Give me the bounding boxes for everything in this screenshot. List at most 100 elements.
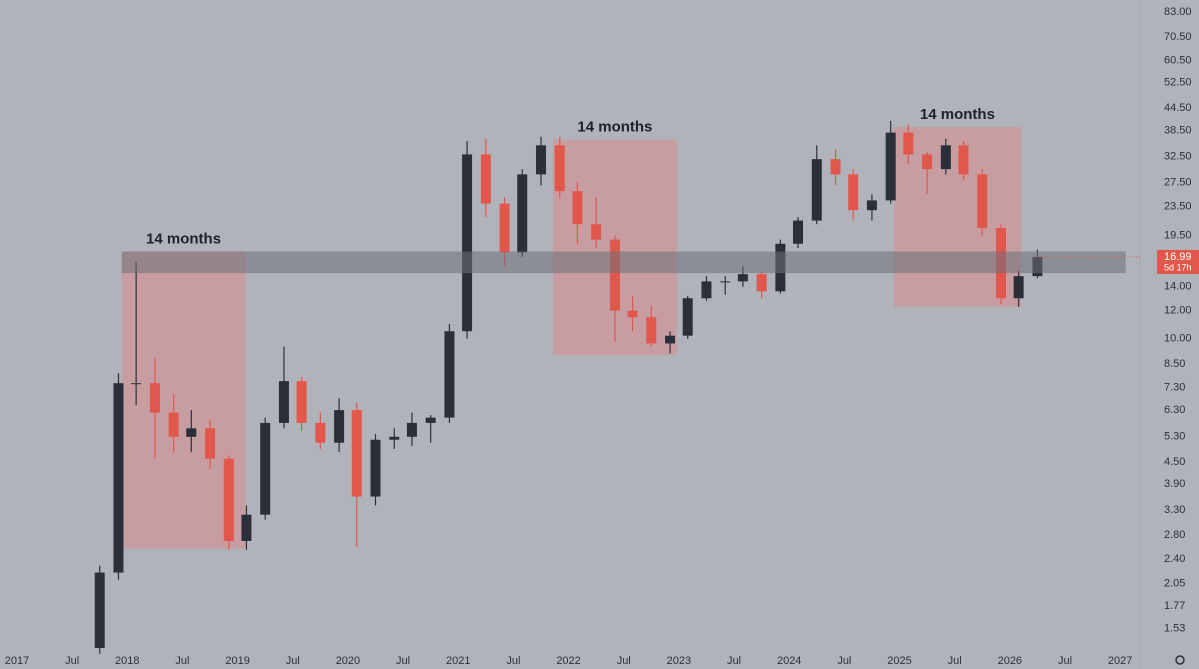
candle-body (720, 281, 731, 283)
candle-body (591, 224, 602, 240)
candle-body (977, 174, 988, 228)
x-tick-label: 2026 (998, 655, 1022, 667)
zone-label: 14 months (577, 119, 652, 136)
candle-body (665, 335, 676, 344)
countdown: 5d 17h (1164, 262, 1192, 272)
x-tick-label: Jul (286, 655, 300, 667)
y-tick-label: 5.30 (1164, 431, 1185, 443)
y-tick-label: 70.50 (1164, 31, 1192, 43)
x-tick-label: Jul (1058, 655, 1072, 667)
candle-body (113, 383, 124, 573)
candle-body (922, 154, 933, 170)
candle-body (682, 298, 693, 336)
candle-body (866, 200, 877, 211)
candle-body (315, 422, 326, 443)
candle-body (149, 383, 160, 413)
candle-body (462, 154, 473, 332)
y-tick-label: 2.05 (1164, 577, 1185, 589)
zone-label: 14 months (146, 230, 221, 247)
y-tick-label: 44.50 (1164, 102, 1192, 114)
y-tick-label: 19.50 (1164, 230, 1192, 242)
candle-body (186, 428, 197, 437)
y-tick-label: 23.50 (1164, 201, 1192, 213)
candle-body (241, 514, 252, 541)
y-tick-label: 52.50 (1164, 77, 1192, 89)
candle-body (131, 383, 142, 385)
x-tick-label: 2023 (667, 655, 691, 667)
candle-body (701, 281, 712, 299)
x-tick-label: Jul (175, 655, 189, 667)
price-tag (1157, 250, 1199, 274)
y-tick-label: 10.00 (1164, 333, 1192, 345)
x-tick-label: 2017 (5, 655, 29, 667)
resistance-band (121, 251, 1126, 274)
x-tick-label: Jul (727, 655, 741, 667)
x-tick-label: Jul (396, 655, 410, 667)
candle-body (499, 203, 510, 253)
x-tick-label: 2018 (115, 655, 139, 667)
candle-body (444, 331, 455, 418)
y-tick-label: 6.30 (1164, 404, 1185, 416)
candle-body (370, 439, 381, 497)
candle-body (389, 436, 400, 440)
labels: 83.00 70.50 60.50 52.50 44.50 38.50 32.50 27.50… (5, 6, 1192, 667)
candle-body (1013, 276, 1024, 299)
candle-body (517, 174, 528, 253)
candle-body (609, 239, 620, 311)
y-tick-label: 1.53 (1164, 623, 1185, 635)
y-tick-label: 12.00 (1164, 305, 1192, 317)
y-tick-label: 83.00 (1164, 6, 1192, 18)
x-tick-label: Jul (948, 655, 962, 667)
candles (94, 120, 1140, 654)
candle-body (351, 410, 362, 497)
candle-body (334, 410, 345, 443)
candle-body (811, 159, 822, 221)
candle-body (296, 381, 307, 423)
x-tick-label: 2024 (777, 655, 801, 667)
x-tick-label: 2019 (225, 655, 249, 667)
candle-body (627, 310, 638, 318)
candle-body (535, 145, 546, 175)
y-tick-label: 14.00 (1164, 281, 1192, 293)
candle-body (278, 381, 289, 423)
candle-body (572, 191, 583, 225)
last-price: 16.99 (1164, 251, 1192, 263)
x-tick-label: 2027 (1108, 655, 1132, 667)
candle-body (885, 132, 896, 201)
candle-body (425, 417, 436, 423)
y-tick-label: 4.50 (1164, 456, 1185, 468)
candle-body (793, 220, 804, 244)
x-tick-label: 2022 (556, 655, 580, 667)
y-tick-label: 27.50 (1164, 176, 1192, 188)
candle-body (940, 145, 951, 170)
x-tick-label: Jul (506, 655, 520, 667)
candle-body (848, 174, 859, 211)
y-tick-label: 7.30 (1164, 381, 1185, 393)
x-tick-label: Jul (837, 655, 851, 667)
zone-label: 14 months (920, 106, 995, 123)
settings-icon[interactable] (1175, 655, 1185, 665)
x-tick-label: 2025 (887, 655, 911, 667)
candle-body (554, 145, 565, 192)
candle-body (756, 274, 767, 292)
candle-body (903, 132, 914, 155)
candle-body (646, 317, 657, 344)
candle-body (223, 458, 234, 541)
y-tick-label: 1.77 (1164, 600, 1185, 612)
y-tick-label: 3.30 (1164, 504, 1185, 516)
candle-body (480, 154, 491, 204)
y-tick-label: 38.50 (1164, 125, 1192, 137)
candle-body (737, 274, 748, 282)
candle-body (94, 572, 105, 648)
x-tick-label: 2020 (336, 655, 360, 667)
y-tick-label: 2.80 (1164, 529, 1185, 541)
candle-body (260, 422, 271, 515)
candle-body (830, 159, 841, 175)
x-tick-label: 2021 (446, 655, 470, 667)
x-tick-label: Jul (617, 655, 631, 667)
y-tick-label: 3.90 (1164, 478, 1185, 490)
y-tick-label: 2.40 (1164, 553, 1185, 565)
y-tick-label: 32.50 (1164, 151, 1192, 163)
x-tick-label: Jul (65, 655, 79, 667)
